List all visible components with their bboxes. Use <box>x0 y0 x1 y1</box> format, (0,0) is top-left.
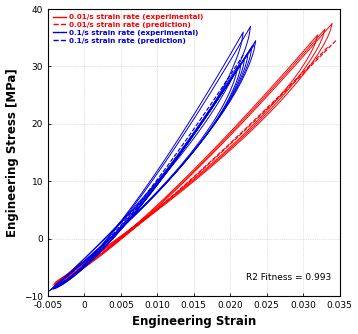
0.1/s strain rate (experimental) <box>134 209 139 213</box>
0.01/s strain rate (experimental) <box>51 283 55 287</box>
0.01/s strain rate (prediction) <box>115 240 119 244</box>
0.1/s strain rate (experimental) <box>140 205 145 209</box>
0.01/s strain rate (experimental) <box>170 191 175 195</box>
0.1/s strain rate (experimental) <box>91 252 95 256</box>
Line: 0.1/s strain rate (experimental): 0.1/s strain rate (experimental) <box>52 52 248 289</box>
0.01/s strain rate (prediction) <box>57 278 61 282</box>
0.01/s strain rate (experimental) <box>126 231 131 235</box>
Legend: 0.01/s strain rate (experimental), 0.01/s strain rate (prediction), 0.1/s strain: 0.01/s strain rate (experimental), 0.01/… <box>52 13 205 45</box>
Y-axis label: Engineering Stress [MPa]: Engineering Stress [MPa] <box>6 68 19 237</box>
0.01/s strain rate (prediction) <box>248 124 252 128</box>
0.1/s strain rate (prediction) <box>248 47 253 51</box>
0.1/s strain rate (experimental) <box>103 244 108 248</box>
0.1/s strain rate (experimental) <box>246 50 251 54</box>
0.1/s strain rate (prediction) <box>106 239 110 243</box>
0.01/s strain rate (experimental) <box>110 242 114 246</box>
0.1/s strain rate (experimental) <box>116 230 121 234</box>
0.01/s strain rate (prediction) <box>324 48 329 52</box>
0.1/s strain rate (prediction) <box>188 136 192 140</box>
0.01/s strain rate (experimental) <box>145 215 149 219</box>
0.1/s strain rate (experimental) <box>227 80 231 85</box>
Text: R2 Fitness = 0.993: R2 Fitness = 0.993 <box>246 273 331 282</box>
0.1/s strain rate (experimental) <box>49 287 54 291</box>
0.1/s strain rate (prediction) <box>53 285 57 289</box>
0.1/s strain rate (experimental) <box>53 286 57 290</box>
0.01/s strain rate (experimental) <box>180 189 184 193</box>
0.1/s strain rate (prediction) <box>207 108 212 112</box>
Line: 0.01/s strain rate (experimental): 0.01/s strain rate (experimental) <box>53 23 332 285</box>
0.1/s strain rate (prediction) <box>161 172 166 176</box>
0.01/s strain rate (experimental) <box>302 53 306 57</box>
0.01/s strain rate (experimental) <box>54 282 59 286</box>
Line: 0.01/s strain rate (prediction): 0.01/s strain rate (prediction) <box>59 41 336 280</box>
0.01/s strain rate (prediction) <box>276 97 280 101</box>
Line: 0.1/s strain rate (prediction): 0.1/s strain rate (prediction) <box>55 49 251 287</box>
0.1/s strain rate (prediction) <box>242 57 246 61</box>
0.01/s strain rate (prediction) <box>131 227 136 231</box>
0.01/s strain rate (prediction) <box>211 159 215 163</box>
0.01/s strain rate (prediction) <box>334 39 338 43</box>
0.1/s strain rate (prediction) <box>94 252 98 256</box>
0.01/s strain rate (experimental) <box>330 21 334 25</box>
X-axis label: Engineering Strain: Engineering Strain <box>132 315 256 328</box>
